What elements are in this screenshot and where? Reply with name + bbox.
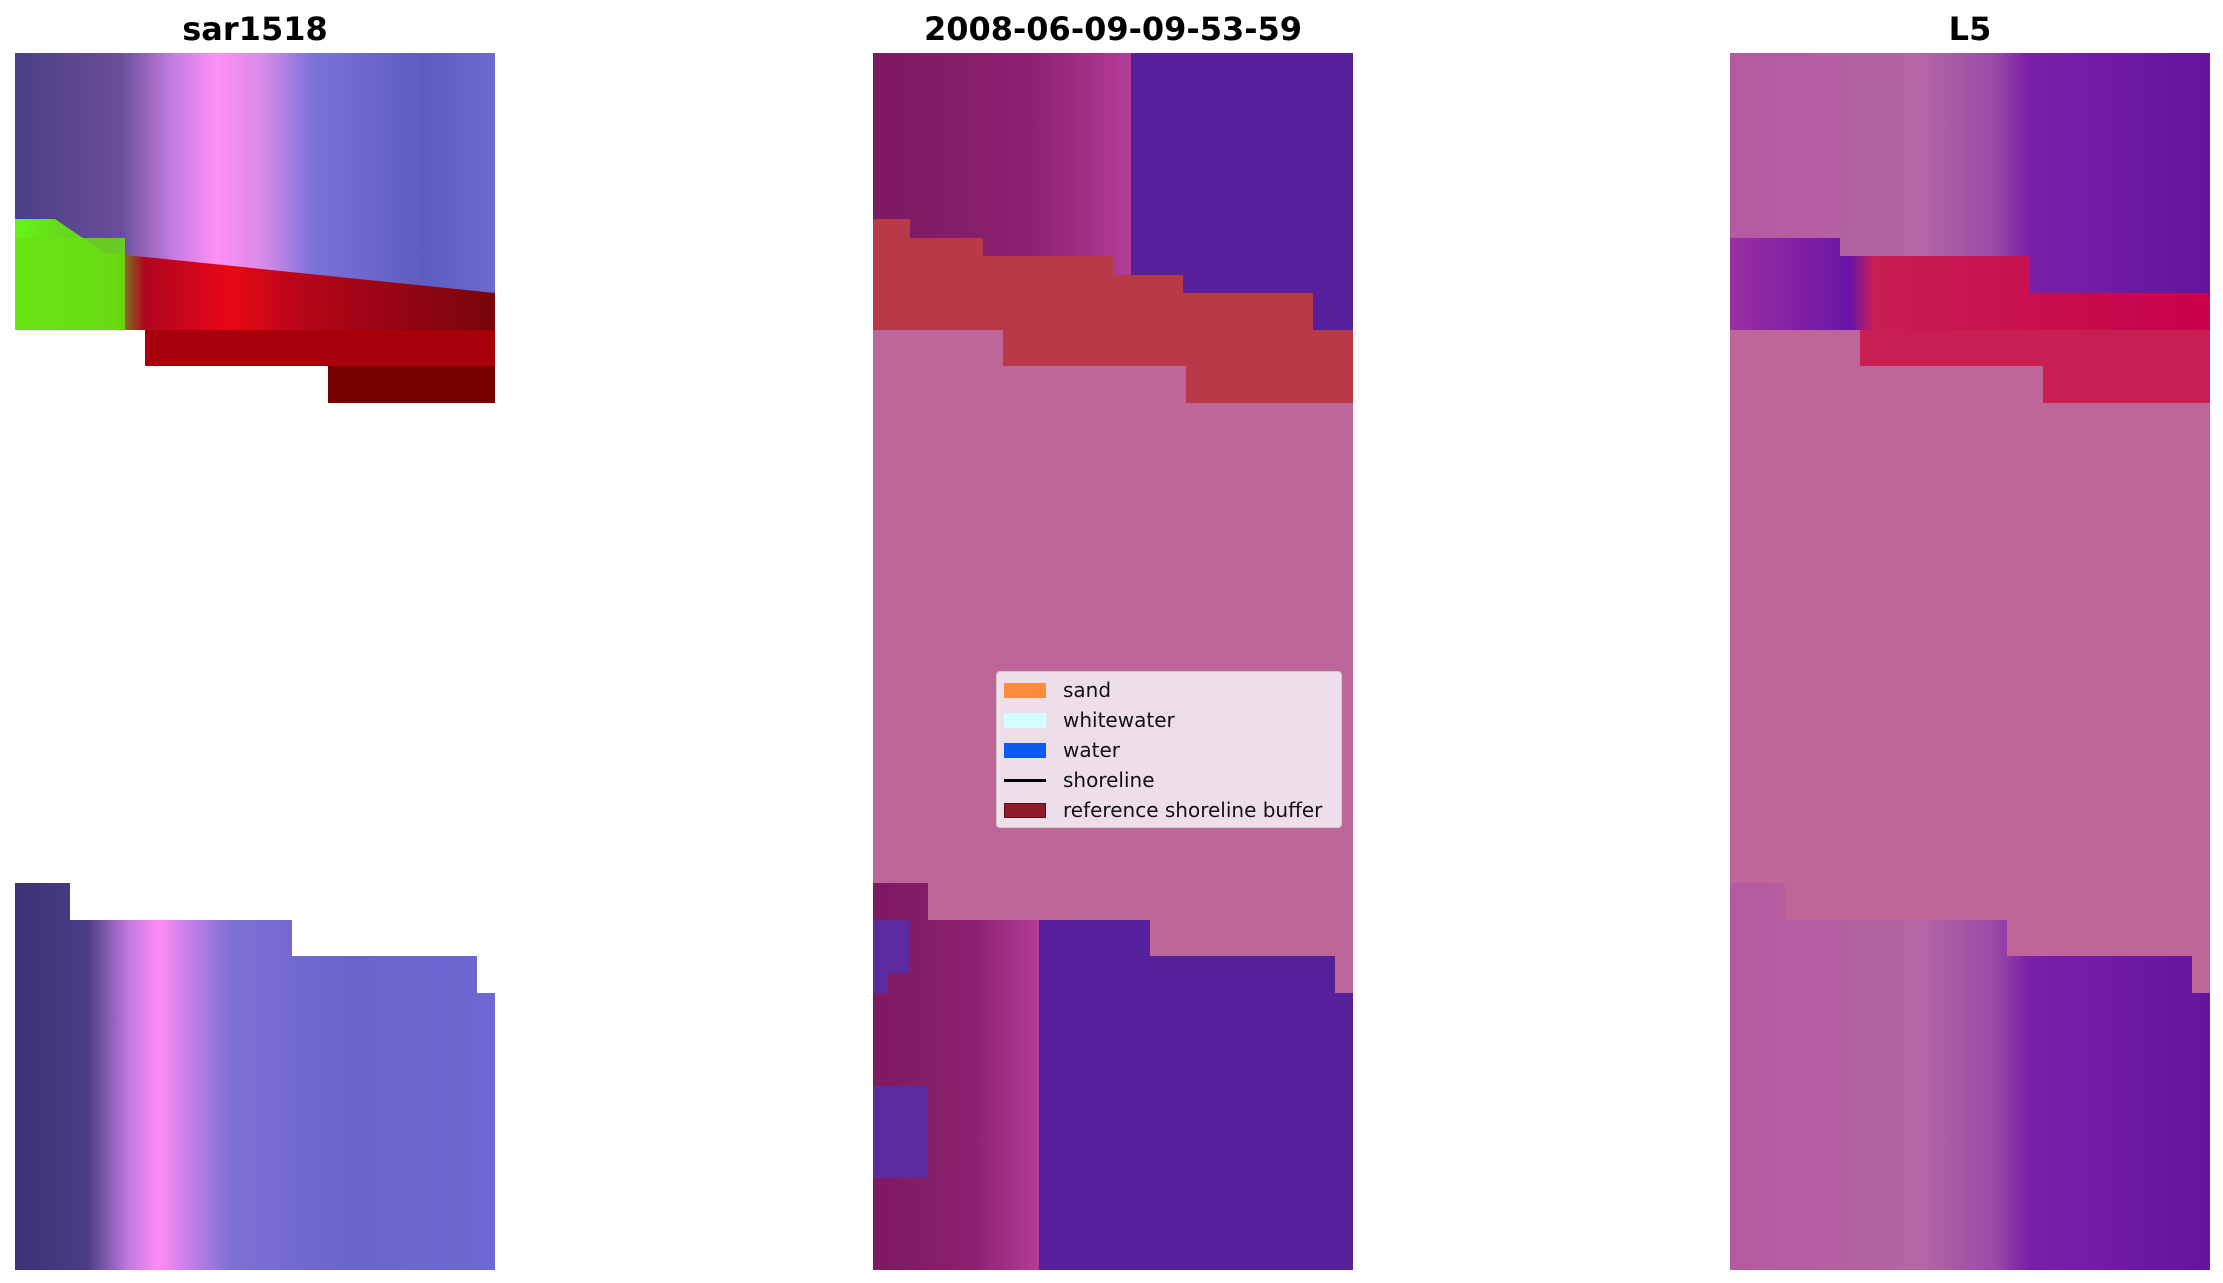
legend-swatch	[1004, 742, 1046, 758]
panel-classified: 2008-06-09-09-53-59	[873, 0, 1353, 1283]
classified-buffer	[873, 219, 1353, 403]
panel-title: L5	[1948, 10, 1992, 48]
legend-label: sand	[1063, 678, 1112, 702]
l5-red-step	[1860, 330, 2210, 403]
panel-sar1518: sar1518	[15, 0, 495, 1283]
legend: sand whitewater water shoreline referenc…	[996, 671, 1342, 828]
legend-label: reference shoreline buffer	[1063, 798, 1323, 822]
legend-item-whitewater: whitewater	[997, 705, 1175, 735]
rgb-image	[15, 53, 495, 1270]
classified-image-svg	[873, 53, 1353, 1270]
legend-label: shoreline	[1063, 768, 1155, 792]
legend-swatch	[1004, 712, 1046, 728]
sar-green-patch	[15, 238, 125, 330]
classified-water-bottom	[1039, 920, 1353, 1270]
legend-line	[1004, 778, 1046, 782]
legend-item-reference-buffer: reference shoreline buffer	[997, 795, 1322, 825]
sar-bottom-region	[15, 883, 495, 1270]
l5-image-svg	[1730, 53, 2210, 1270]
sar-darkred-step	[328, 366, 495, 403]
legend-item-shoreline: shoreline	[997, 765, 1155, 795]
legend-label: water	[1063, 738, 1120, 762]
panel-l5: L5	[1730, 0, 2210, 1283]
legend-label: whitewater	[1063, 708, 1175, 732]
panel-title: sar1518	[182, 10, 328, 48]
l5-red-band	[1730, 238, 2210, 330]
panel-title: 2008-06-09-09-53-59	[923, 10, 1303, 48]
l5-bottom	[1730, 883, 2210, 1270]
l5-image	[1730, 53, 2210, 1270]
classified-water-left-2	[873, 1086, 928, 1178]
rgb-image-svg	[15, 53, 495, 1270]
sar-red-band	[15, 219, 495, 330]
legend-swatch	[1004, 802, 1046, 818]
legend-swatch	[1004, 682, 1046, 698]
classified-water-left-1	[873, 920, 910, 993]
legend-item-water: water	[997, 735, 1120, 765]
legend-item-sand: sand	[997, 675, 1111, 705]
classified-image	[873, 53, 1353, 1270]
